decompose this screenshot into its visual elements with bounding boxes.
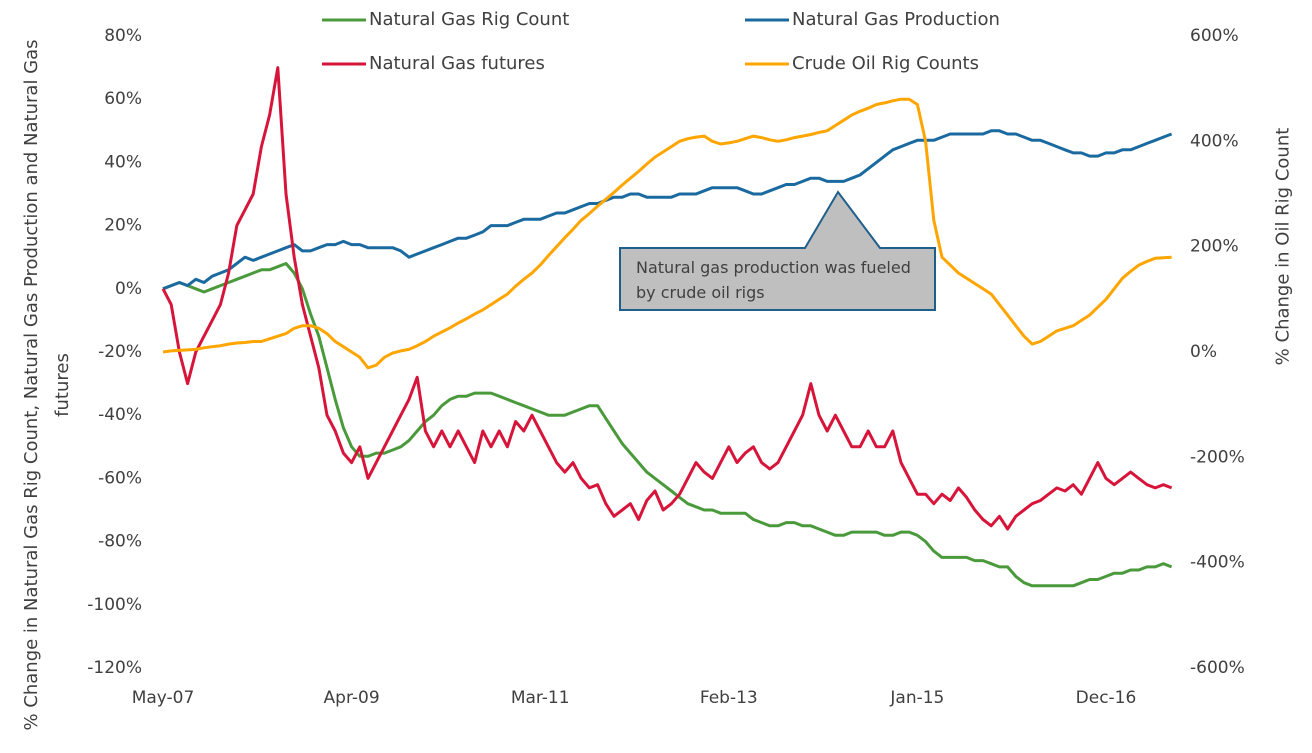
- y-axis-title: % Change in Natural Gas Rig Count, Natur…: [21, 39, 73, 731]
- y-tick-label: 40%: [104, 152, 142, 172]
- y2-axis-title: % Change in Oil Rig Count: [1272, 127, 1294, 366]
- y-tick-label: 0%: [115, 279, 142, 299]
- y-tick-label: 20%: [104, 216, 142, 236]
- y2-tick-label: -400%: [1190, 553, 1245, 573]
- x-tick-label: Dec-16: [1076, 688, 1137, 708]
- x-tick-label: Jan-15: [889, 688, 944, 708]
- y-tick-label: 60%: [104, 89, 142, 109]
- x-tick-label: Apr-09: [324, 688, 380, 708]
- y2-tick-label: 0%: [1190, 342, 1217, 362]
- y-tick-label: -40%: [98, 405, 142, 425]
- y2-tick-label: -600%: [1190, 658, 1245, 678]
- series-line: [162, 262, 1173, 588]
- legend-label: Natural Gas Rig Count: [369, 9, 569, 30]
- x-tick-label: Mar-11: [511, 688, 570, 708]
- series-line: [162, 129, 1173, 291]
- y2-tick-label: 600%: [1190, 26, 1239, 46]
- series-line: [161, 66, 1173, 531]
- callout: [619, 190, 936, 311]
- y-tick-label: -120%: [87, 658, 142, 678]
- legend-label: Natural Gas futures: [369, 53, 545, 74]
- legend-label: Crude Oil Rig Counts: [792, 53, 979, 74]
- x-tick-label: Feb-13: [700, 688, 758, 708]
- series-line: [162, 97, 1172, 370]
- y-tick-label: -60%: [98, 468, 142, 488]
- legend-label: Natural Gas Production: [792, 9, 1000, 30]
- y-tick-label: -20%: [98, 342, 142, 362]
- y2-tick-label: 400%: [1190, 131, 1239, 151]
- y2-tick-label: 200%: [1190, 237, 1239, 257]
- y2-tick-label: -200%: [1190, 447, 1245, 467]
- annotation: Natural gas production was fueled by cru…: [636, 258, 911, 302]
- y-tick-label: -100%: [87, 595, 142, 615]
- x-tick-label: May-07: [132, 688, 195, 708]
- y-tick-label: -80%: [98, 532, 142, 552]
- y-tick-label: 80%: [104, 26, 142, 46]
